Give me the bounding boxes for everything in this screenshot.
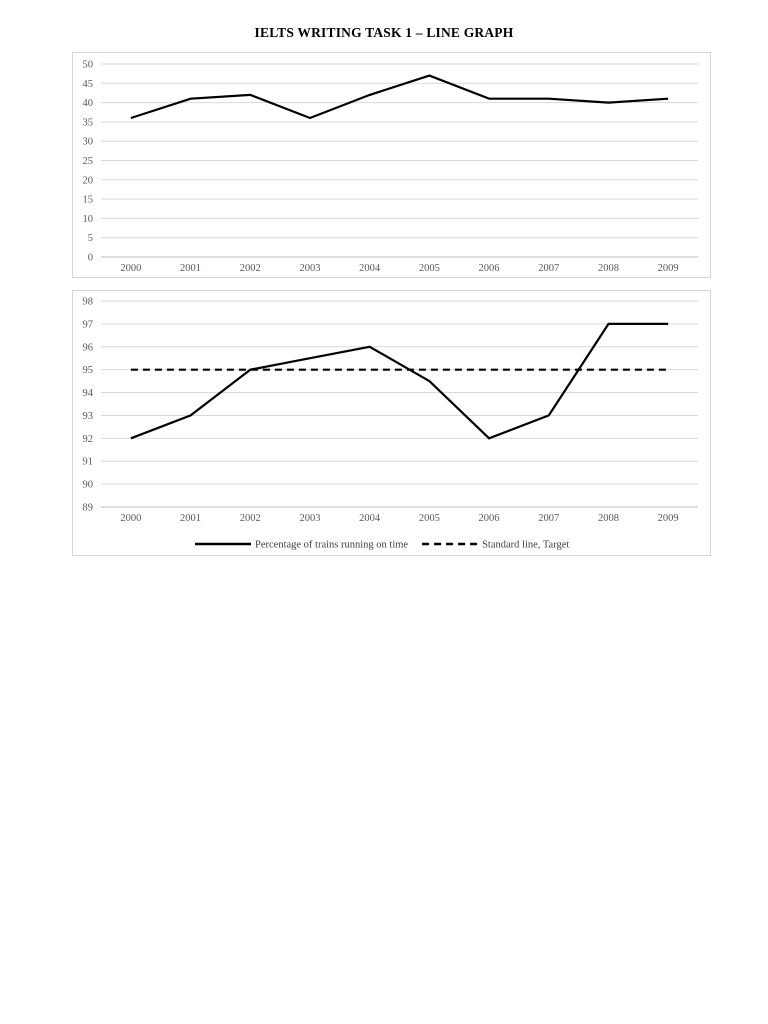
x-tick-label: 2008: [598, 263, 619, 274]
y-tick-label: 96: [83, 342, 94, 353]
x-tick-label: 2000: [120, 263, 141, 274]
x-tick-label: 2009: [658, 263, 679, 274]
x-tick-label: 2001: [180, 263, 201, 274]
chart-bottom-svg: 89 90 91 92 93 94 95 96 97 98 2000 2001 2002 2003 2004…: [83, 297, 698, 551]
y-tick-label: 15: [83, 195, 94, 206]
chart-bottom-frame: 89 90 91 92 93 94 95 96 97 98 2000 2001 2002 2003 2004…: [72, 290, 711, 556]
document-title: IELTS WRITING TASK 1 – LINE GRAPH: [254, 25, 514, 40]
x-tick-label: 2004: [359, 513, 381, 524]
x-tick-label: 2008: [598, 513, 619, 524]
y-tick-label: 20: [83, 175, 94, 186]
x-tick-label: 2001: [180, 513, 201, 524]
x-tick-label: 2006: [479, 263, 500, 274]
y-tick-label: 93: [83, 411, 94, 422]
x-tick-label: 2005: [419, 513, 440, 524]
y-tick-label: 90: [83, 480, 94, 491]
x-tick-label: 2002: [240, 263, 261, 274]
y-tick-label: 40: [83, 98, 94, 109]
y-tick-label: 5: [88, 233, 93, 244]
x-tick-label: 2000: [120, 513, 141, 524]
y-tick-label: 95: [83, 365, 94, 376]
x-tick-label: 2003: [299, 513, 320, 524]
x-tick-label: 2005: [419, 263, 440, 274]
series-line-1: [130, 74, 669, 120]
x-tick-label: 2004: [359, 263, 381, 274]
y-tick-label: 94: [83, 388, 94, 399]
y-tick-label: 97: [83, 319, 94, 330]
chart-top-frame: 0 5 10 15 20 25 30 35 40 45 50 2000 2001 2002 2003 2004…: [72, 52, 711, 278]
x-tick-label: 2002: [240, 513, 261, 524]
y-tick-label: 10: [83, 214, 94, 225]
y-tick-label: 50: [83, 60, 94, 71]
x-tick-label: 2003: [299, 263, 320, 274]
y-tick-label: 98: [83, 297, 94, 308]
x-tick-label: 2009: [658, 513, 679, 524]
y-tick-label: 0: [88, 253, 93, 264]
y-tick-label: 91: [83, 457, 94, 468]
x-tick-label: 2006: [479, 513, 500, 524]
y-tick-label: 35: [83, 117, 94, 128]
y-tick-label: 92: [83, 434, 94, 445]
legend-label: Standard line, Target: [482, 540, 569, 551]
x-tick-label: 2007: [538, 263, 559, 274]
y-tick-label: 89: [83, 503, 94, 514]
x-tick-label: 2007: [538, 513, 559, 524]
series-line-1: [130, 322, 669, 440]
chart-top-svg: 0 5 10 15 20 25 30 35 40 45 50 2000 2001 2002 2003 2004…: [83, 60, 698, 274]
y-tick-label: 45: [83, 79, 94, 90]
y-tick-label: 25: [83, 156, 94, 167]
legend-label: Percentage of trains running on time: [255, 540, 408, 551]
y-tick-label: 30: [83, 137, 94, 148]
